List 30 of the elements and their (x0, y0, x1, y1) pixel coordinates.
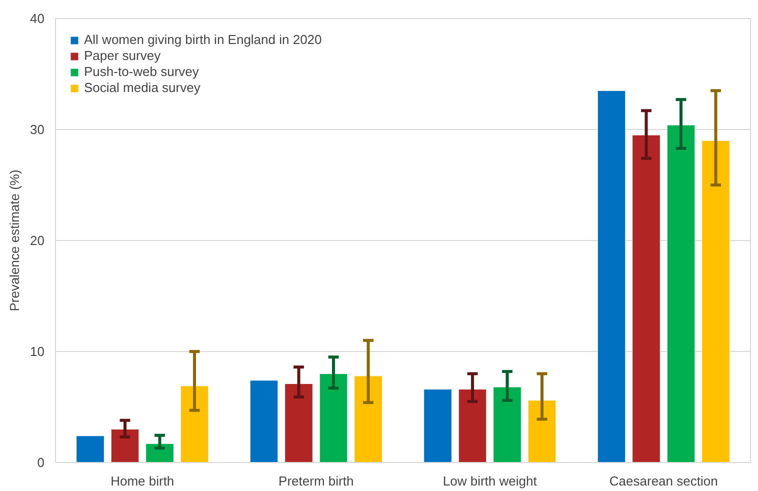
legend-label: Paper survey (84, 48, 161, 63)
x-tick-label: Low birth weight (442, 474, 538, 488)
bar (250, 380, 278, 462)
bar (597, 90, 626, 462)
x-tick-label: Preterm birth (278, 474, 354, 488)
y-axis-title: Prevalence estimate (%) (7, 170, 22, 312)
bar (666, 124, 696, 462)
bar (180, 386, 209, 462)
x-tick-label: Caesarean section (609, 474, 718, 488)
bar (702, 140, 730, 462)
x-tick-label: Home birth (110, 474, 174, 488)
bar (76, 436, 104, 462)
bar (110, 428, 140, 462)
legend-label: All women giving birth in England in 2020 (84, 32, 322, 47)
y-tick-label: 30 (30, 122, 45, 137)
bar (146, 443, 174, 462)
y-tick-label: 0 (37, 455, 45, 470)
bar (528, 400, 556, 462)
bar (319, 373, 348, 462)
y-tick-label: 10 (30, 344, 45, 359)
bar (458, 388, 487, 462)
y-tick-label: 40 (30, 11, 45, 26)
legend-label: Push-to-web survey (84, 64, 199, 79)
bar (354, 376, 382, 462)
bar (284, 383, 313, 462)
bar (493, 386, 522, 462)
bar (424, 388, 452, 462)
bar (632, 134, 660, 462)
legend-label: Social media survey (84, 80, 200, 95)
y-tick-label: 20 (30, 233, 45, 248)
